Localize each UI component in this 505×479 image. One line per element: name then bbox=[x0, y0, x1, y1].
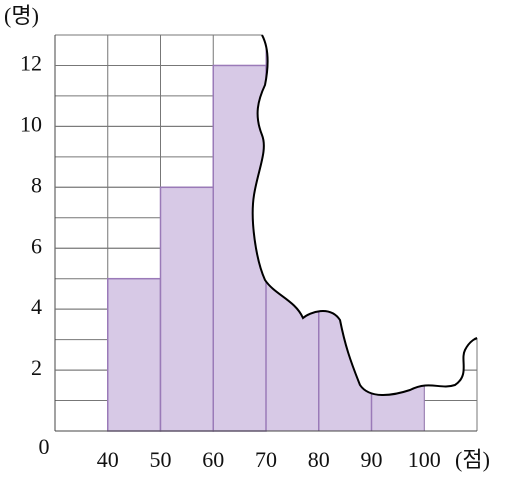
x-tick-label: 100 bbox=[408, 447, 441, 472]
y-tick-label: 2 bbox=[31, 355, 42, 380]
bar bbox=[107, 277, 162, 432]
x-tick-label: 90 bbox=[361, 447, 383, 472]
tear-edge bbox=[251, 34, 478, 396]
y-tick-label: 12 bbox=[20, 51, 42, 76]
y-tick-label: 6 bbox=[31, 233, 42, 258]
y-tick-label: 8 bbox=[31, 172, 42, 197]
x-tick-label: 60 bbox=[202, 447, 224, 472]
y-tick-label: 0 bbox=[39, 434, 50, 459]
y-tick-label: 4 bbox=[31, 294, 42, 319]
x-axis-label: (점) bbox=[455, 447, 490, 472]
x-tick-label: 40 bbox=[97, 447, 119, 472]
x-tick-label: 70 bbox=[255, 447, 277, 472]
x-tick-label: 50 bbox=[150, 447, 172, 472]
bar bbox=[159, 186, 214, 432]
y-axis-label: (명) bbox=[4, 3, 39, 28]
y-tick-label: 10 bbox=[20, 111, 42, 136]
tear-mask bbox=[252, 0, 505, 395]
x-tick-label: 80 bbox=[308, 447, 330, 472]
